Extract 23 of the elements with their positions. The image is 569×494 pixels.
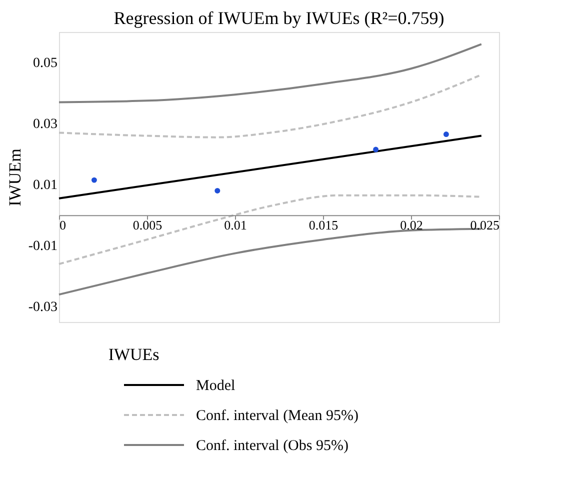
y-tick-label: -0.03 (28, 300, 58, 316)
y-tick-label: 0.03 (33, 117, 58, 132)
x-tick-label: 0.015 (308, 218, 338, 233)
legend-label: Conf. interval (Mean 95%) (196, 408, 358, 424)
point (214, 188, 220, 194)
point (373, 146, 379, 152)
line-series (58, 74, 482, 138)
legend-label: Model (196, 378, 236, 394)
x-tick-label: 0.02 (400, 218, 423, 233)
point (443, 132, 449, 137)
x-axis-title: IWUEs (108, 345, 160, 364)
x-tick-label: 0.01 (224, 218, 247, 233)
x-tick-label: 0 (60, 218, 66, 233)
x-tick-label: 0.005 (132, 218, 162, 233)
point (91, 177, 97, 183)
y-tick-label: 0.01 (33, 178, 58, 194)
y-tick-label: -0.01 (28, 239, 58, 254)
y-tick-label: 0.05 (33, 56, 58, 72)
chart-title: Regression of IWUEm by IWUEs (R²=0.759) (114, 8, 444, 28)
x-tick-label: 0.025 (470, 218, 500, 233)
y-axis-title: IWUEm (5, 148, 24, 206)
line-series (58, 43, 482, 104)
legend-label: Conf. interval (Obs 95%) (196, 438, 348, 454)
